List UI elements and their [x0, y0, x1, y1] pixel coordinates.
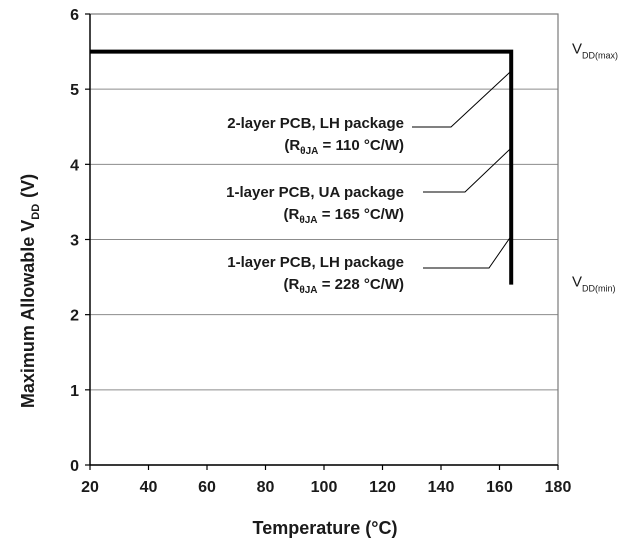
y-tick-label-0: 0: [70, 458, 79, 475]
x-tick-label-160: 160: [486, 479, 513, 496]
annotation-label-3: 1-layer PCB, LH package: [227, 254, 404, 271]
y-tick-label-3: 3: [70, 233, 79, 250]
tick-labels: 20 40 60 80 100 120 140 160 180 0 1 2 3 4 5 6: [70, 7, 571, 496]
annotation-resistance-1: (RθJA = 110 °C/W): [284, 137, 404, 157]
annotation-leader-3: [423, 235, 512, 269]
annotation-r-value: = 228 °C/W): [318, 276, 404, 293]
x-tick-label-80: 80: [257, 479, 275, 496]
y-axis-title-unit: (V): [18, 174, 38, 198]
x-tick-label-180: 180: [545, 479, 572, 496]
x-tick-label-60: 60: [198, 479, 216, 496]
y-axis-title: Maximum Allowable VDD (V): [18, 174, 42, 408]
annotation-leader-2: [423, 147, 512, 193]
annotation-r-symbol: R: [289, 276, 300, 293]
vdd-limit-sub: DD(min): [582, 284, 616, 294]
x-axis-title: Temperature (°C): [253, 518, 398, 538]
vdd-limit-sub: DD(max): [582, 51, 618, 61]
series-layer: [90, 49, 514, 285]
annotation-resistance-2: (RθJA = 165 °C/W): [284, 206, 405, 226]
y-axis-title-main: Maximum Allowable V: [18, 220, 38, 408]
annotation-r-value: = 110 °C/W): [318, 137, 404, 154]
y-tick-label-4: 4: [70, 157, 79, 174]
vdd-limit-main: V: [572, 274, 582, 291]
vdd-limit-main: V: [572, 41, 582, 58]
annotation-r-subscript: θJA: [300, 146, 318, 157]
y-tick-label-1: 1: [70, 383, 79, 400]
annotation-label-2: 1-layer PCB, UA package: [226, 184, 404, 201]
series-line-0: [90, 49, 514, 285]
y-tick-label-2: 2: [70, 308, 79, 325]
grid-layer: [90, 88, 558, 391]
y-tick-label-5: 5: [70, 82, 79, 99]
x-tick-label-20: 20: [81, 479, 99, 496]
annotation-r-value: = 165 °C/W): [318, 206, 404, 223]
annotation-r-subscript: θJA: [299, 285, 317, 296]
vdd-limit-label-1: VDD(max): [572, 41, 618, 61]
y-tick-label-6: 6: [70, 7, 79, 24]
annotation-leader-1: [412, 70, 512, 128]
x-tick-label-40: 40: [140, 479, 158, 496]
annotation-resistance-3: (RθJA = 228 °C/W): [284, 276, 405, 296]
annotation-r-subscript: θJA: [299, 215, 317, 226]
x-tick-label-140: 140: [428, 479, 455, 496]
annotation-paren: (: [284, 276, 289, 293]
annotations: 2-layer PCB, LH package(RθJA = 110 °C/W)…: [226, 41, 618, 296]
y-axis-title-text: Maximum Allowable VDD (V): [18, 174, 42, 408]
vdd-limit-label-2: VDD(min): [572, 274, 616, 294]
x-tick-label-120: 120: [369, 479, 396, 496]
annotation-r-symbol: R: [289, 137, 300, 154]
annotation-paren: (: [284, 137, 289, 154]
x-tick-label-100: 100: [311, 479, 338, 496]
annotation-r-symbol: R: [289, 206, 300, 223]
annotation-paren: (: [284, 206, 289, 223]
y-axis-title-sub: DD: [30, 204, 42, 220]
annotation-label-1: 2-layer PCB, LH package: [227, 115, 404, 132]
